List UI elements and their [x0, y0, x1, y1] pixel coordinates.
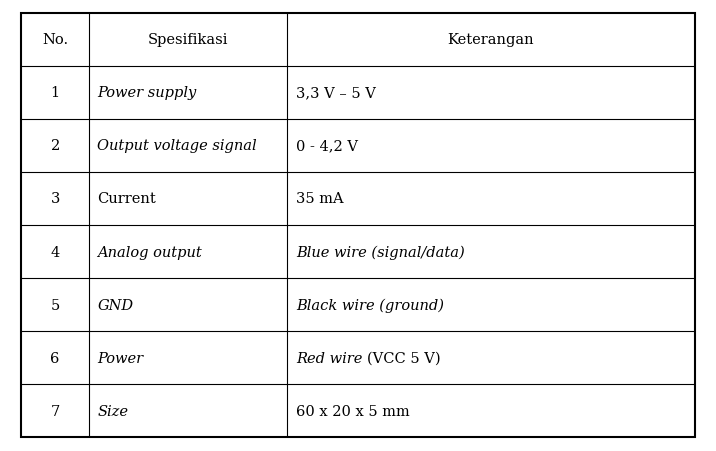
Text: Power: Power — [97, 351, 143, 365]
Text: Red wire: Red wire — [296, 351, 367, 365]
Text: Analog output: Analog output — [97, 245, 202, 259]
Text: 0 - 4,2 V: 0 - 4,2 V — [296, 139, 358, 153]
Text: (VCC 5 V): (VCC 5 V) — [367, 351, 440, 365]
Text: No.: No. — [42, 33, 68, 47]
Text: 35 mA: 35 mA — [296, 192, 344, 206]
Text: Power supply: Power supply — [97, 86, 197, 100]
Text: Current: Current — [97, 192, 156, 206]
Text: Size: Size — [97, 404, 128, 418]
Text: 1: 1 — [51, 86, 59, 100]
Text: Black wire (ground): Black wire (ground) — [296, 298, 444, 312]
Text: 60 x 20 x 5 mm: 60 x 20 x 5 mm — [296, 404, 410, 418]
Text: 3,3 V – 5 V: 3,3 V – 5 V — [296, 86, 376, 100]
Text: 7: 7 — [51, 404, 59, 418]
Text: Keterangan: Keterangan — [448, 33, 534, 47]
Text: 4: 4 — [51, 245, 59, 259]
Text: GND: GND — [97, 298, 133, 312]
Text: 6: 6 — [50, 351, 60, 365]
Text: Blue wire (signal/data): Blue wire (signal/data) — [296, 245, 465, 259]
Text: Spesifikasi: Spesifikasi — [147, 33, 228, 47]
Text: Output voltage signal: Output voltage signal — [97, 139, 257, 153]
Text: 2: 2 — [51, 139, 59, 153]
Text: 3: 3 — [50, 192, 60, 206]
Text: 5: 5 — [51, 298, 59, 312]
